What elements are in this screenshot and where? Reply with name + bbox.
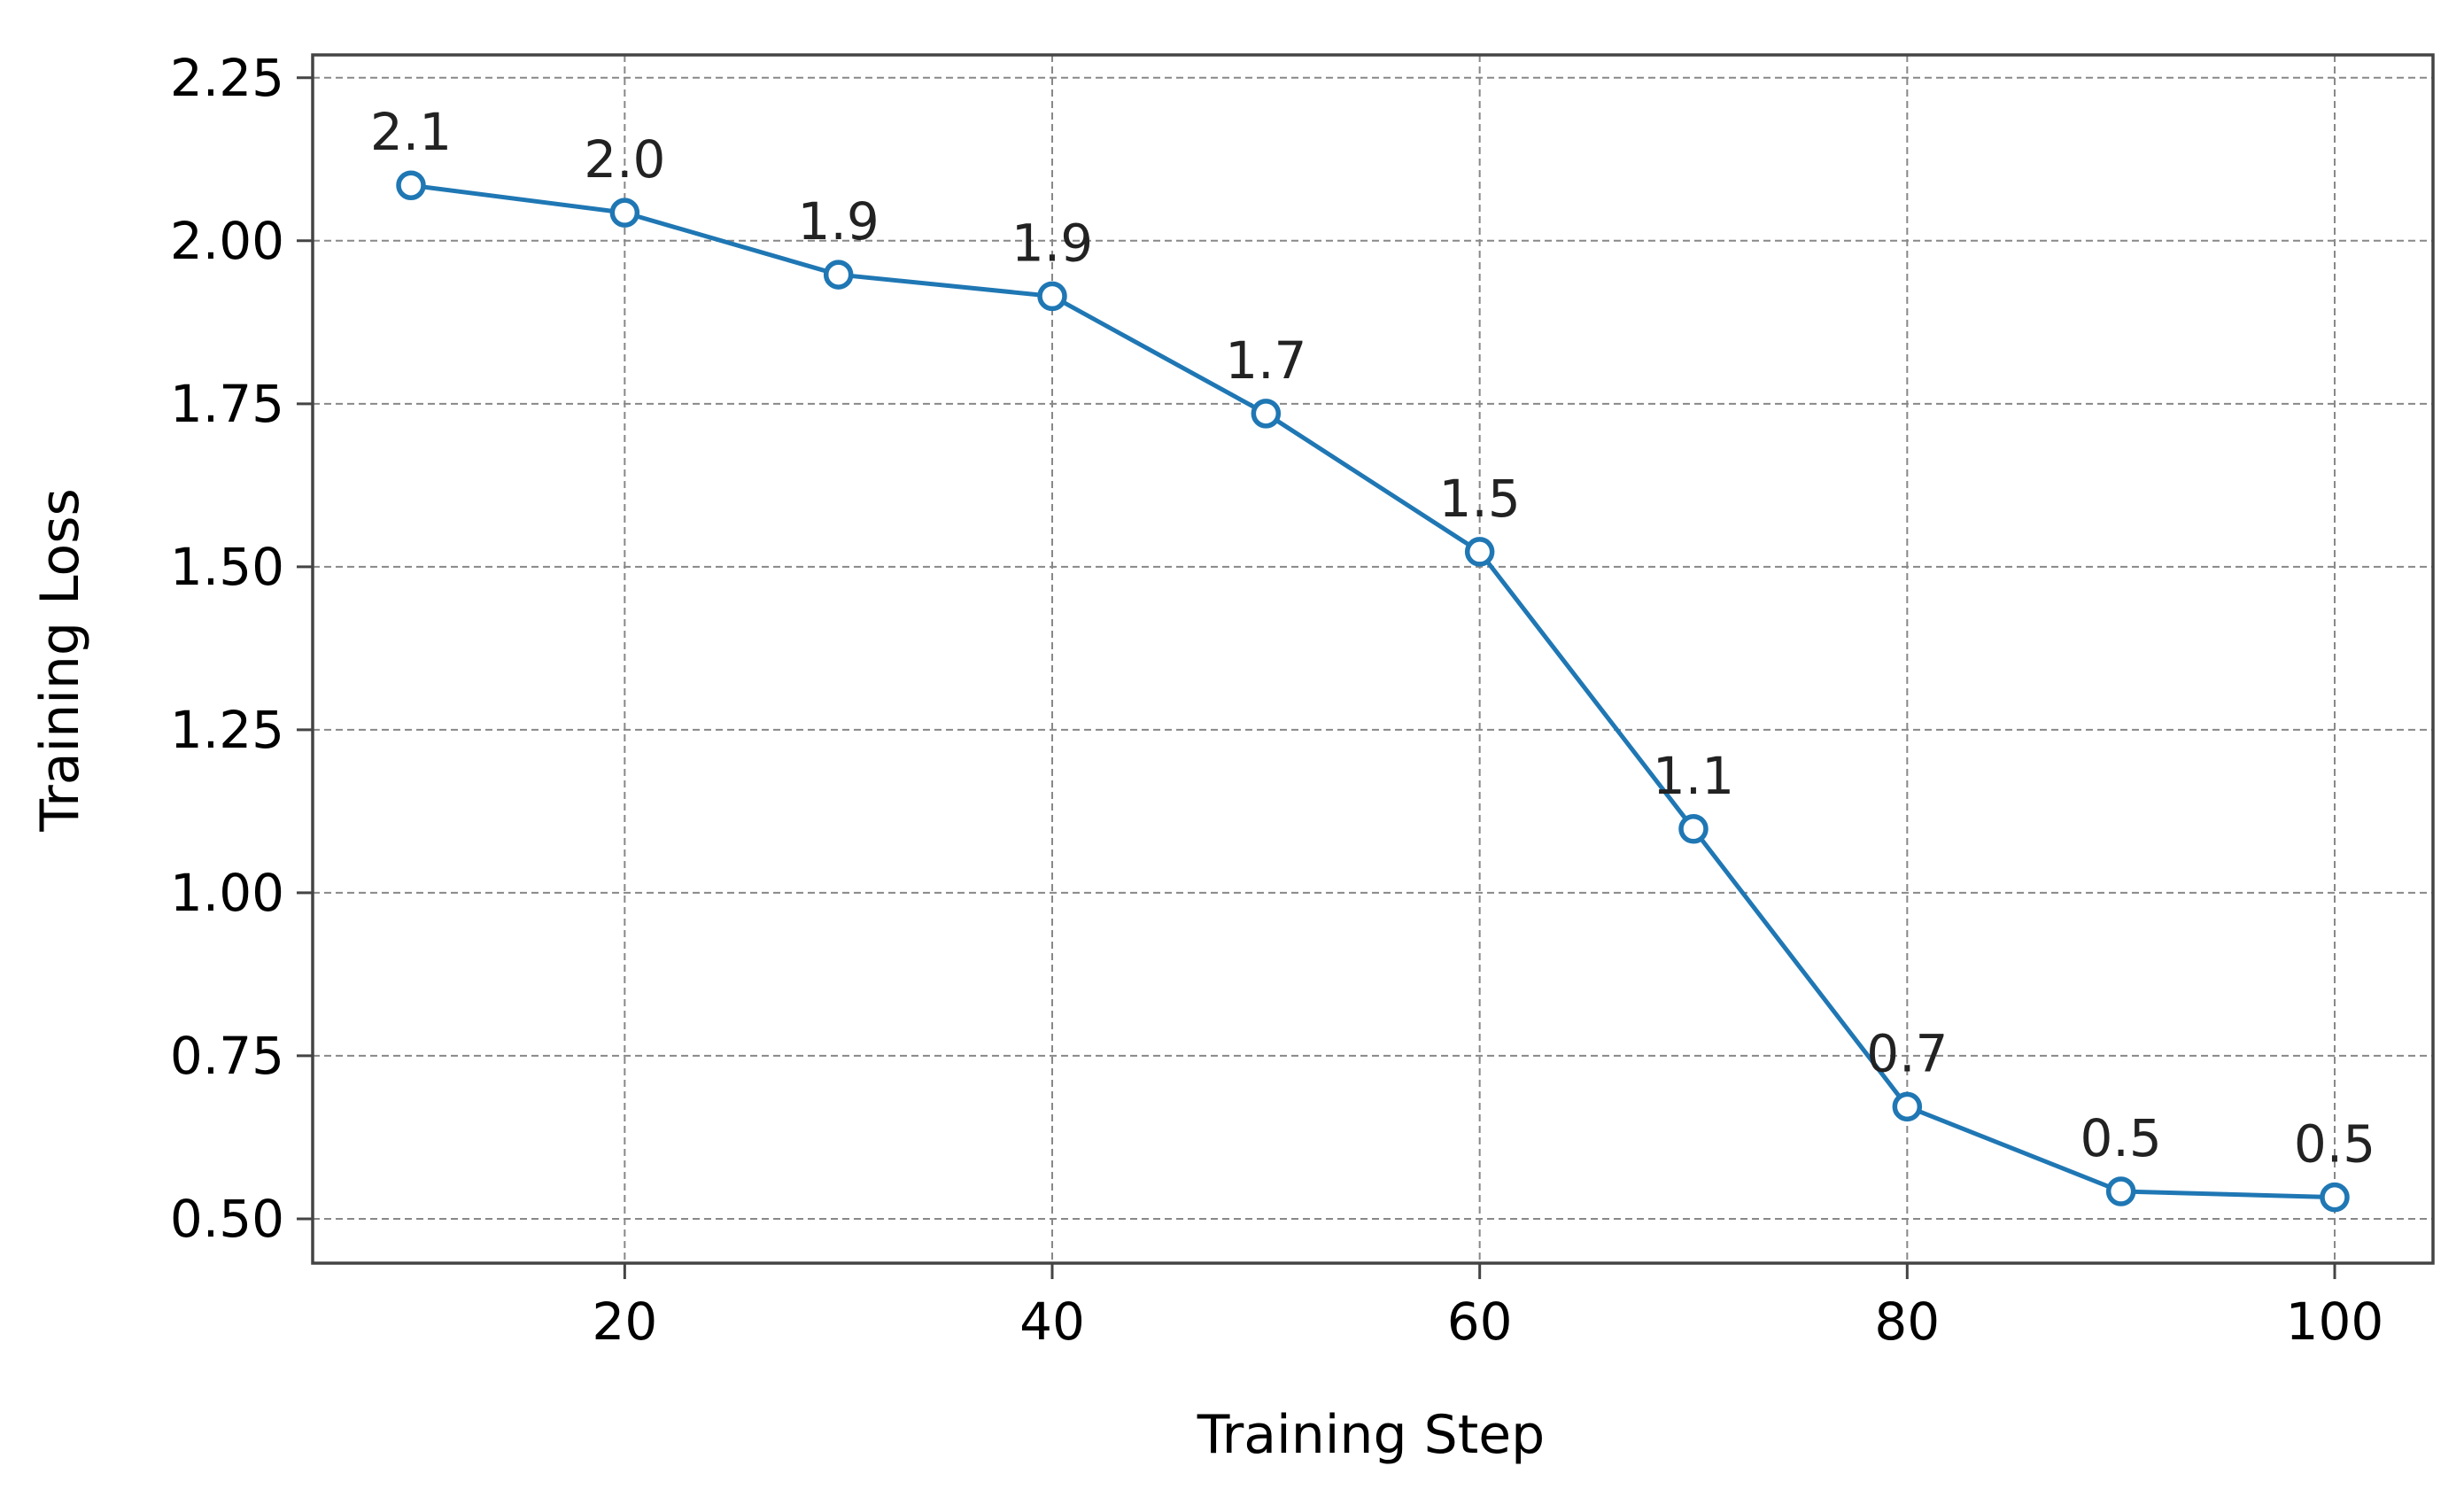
axes-layer: 20 40 60 80 100 0.50 0.75 1.00 1.25 1.50 1.75 2.00 2…	[170, 48, 2435, 1352]
grid-layer	[313, 55, 2433, 1263]
x-tick-label: 80	[1874, 1291, 1940, 1352]
series-line	[410, 182, 2336, 1200]
x-axis-title: Training Step	[1197, 1404, 1545, 1466]
x-tick-label: 20	[592, 1291, 657, 1352]
x-tick-label: 40	[1019, 1291, 1085, 1352]
y-tick-label: 2.00	[170, 211, 284, 271]
data-label: 0.7	[1866, 1023, 1948, 1083]
plot-frame	[311, 53, 2435, 1265]
x-tick-label: 100	[2286, 1291, 2384, 1352]
data-label: 1.7	[1225, 330, 1306, 391]
data-label: 2.0	[584, 129, 665, 190]
data-label: 0.5	[2294, 1114, 2375, 1175]
data-label: 2.1	[370, 102, 452, 162]
data-label: 1.9	[1011, 213, 1093, 273]
data-label: 1.5	[1439, 469, 1521, 529]
data-label: 1.9	[798, 191, 879, 252]
data-point	[1251, 399, 1282, 429]
data-point	[1037, 281, 1067, 312]
data-point	[2320, 1182, 2350, 1213]
y-tick-label: 1.50	[170, 537, 284, 597]
data-point	[396, 170, 426, 200]
x-tick-label: 60	[1447, 1291, 1513, 1352]
labels-layer: 2.1 2.0 1.9 1.9 1.7 1.5 1.1 0.7 0.5 0.5	[370, 102, 2375, 1174]
data-point	[823, 260, 854, 290]
data-label: 0.5	[2080, 1108, 2162, 1168]
y-tick-label: 2.25	[170, 48, 284, 108]
data-point	[2105, 1176, 2136, 1206]
data-point	[609, 198, 640, 228]
y-tick-label: 0.75	[170, 1026, 284, 1086]
data-label: 1.1	[1653, 746, 1734, 806]
y-axis-title: Training Loss	[29, 488, 91, 832]
data-point	[1464, 537, 1495, 567]
y-tick-label: 1.25	[170, 700, 284, 760]
data-point	[1678, 814, 1709, 844]
y-tick-label: 0.50	[170, 1189, 284, 1249]
data-point	[1892, 1091, 1923, 1122]
y-tick-label: 1.75	[170, 374, 284, 434]
series-layer	[396, 170, 2350, 1213]
y-tick-label: 1.00	[170, 863, 284, 923]
